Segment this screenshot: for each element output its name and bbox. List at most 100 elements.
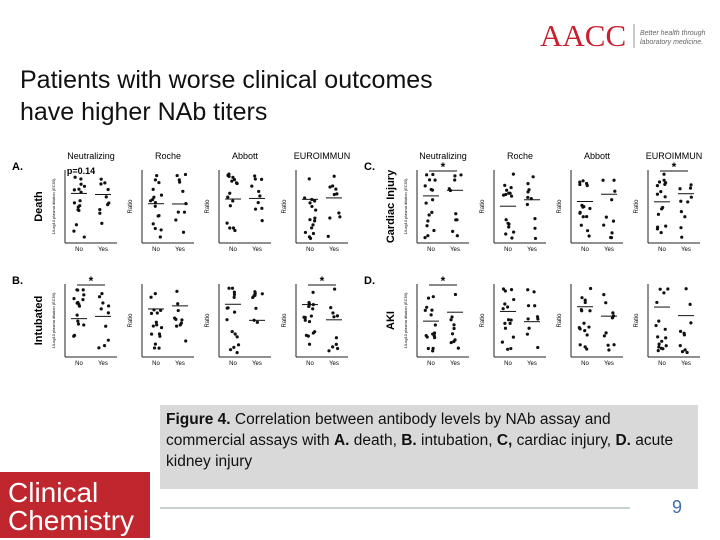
dot	[602, 293, 606, 297]
dot	[449, 340, 453, 345]
dot	[338, 215, 342, 219]
dot	[310, 226, 314, 230]
dot	[426, 234, 430, 238]
dot	[149, 332, 154, 336]
dot	[182, 210, 187, 214]
dot	[327, 349, 331, 353]
dot	[104, 324, 108, 328]
dot	[157, 214, 161, 218]
dot	[606, 343, 610, 347]
dot	[225, 306, 229, 310]
dot	[151, 222, 155, 226]
footer-logo-box	[0, 472, 150, 538]
dot	[507, 191, 511, 195]
dot	[459, 173, 463, 177]
dot	[76, 322, 81, 326]
dot	[259, 177, 264, 181]
dot	[227, 286, 231, 290]
dot	[253, 174, 257, 178]
dot	[430, 308, 434, 312]
dot	[505, 188, 509, 192]
dot	[426, 219, 430, 223]
group-label: Yes	[329, 361, 339, 367]
dot	[602, 334, 606, 338]
dot	[509, 287, 514, 292]
dot	[533, 226, 537, 230]
dot	[503, 289, 507, 293]
dot	[331, 184, 335, 188]
dot	[232, 345, 236, 349]
dot	[334, 342, 338, 346]
dot	[228, 348, 233, 352]
dot	[656, 335, 660, 339]
annotation: *	[441, 274, 446, 288]
dot	[659, 230, 663, 235]
panel-label: B.	[12, 275, 23, 287]
group-label: No	[306, 247, 314, 253]
group-label: Yes	[98, 361, 108, 367]
dot	[678, 329, 683, 333]
dot	[232, 290, 236, 294]
dot	[154, 320, 158, 324]
dot	[453, 174, 457, 178]
dot	[175, 289, 179, 293]
y-axis-label: Ratio	[557, 313, 563, 328]
dot	[332, 174, 336, 178]
group-label: Yes	[175, 247, 185, 253]
group-label: No	[152, 247, 160, 253]
group-label: Yes	[604, 361, 614, 367]
outcome-label: Cardiac Injury	[385, 169, 397, 243]
dot	[536, 317, 540, 321]
dot	[72, 297, 76, 301]
dot	[527, 326, 531, 330]
y-axis-label: Ratio	[128, 199, 134, 214]
dot	[253, 207, 258, 211]
dot	[433, 178, 437, 182]
dot	[506, 305, 510, 309]
dot	[456, 346, 460, 350]
dot	[178, 180, 182, 184]
dot	[152, 195, 156, 199]
dot	[512, 230, 516, 234]
dot	[255, 320, 259, 324]
dot	[604, 331, 608, 335]
group-label: No	[75, 247, 83, 253]
dot	[612, 178, 616, 182]
dot	[100, 291, 104, 296]
dot	[433, 323, 437, 327]
dot	[507, 222, 511, 226]
y-axis-label: 1/Log10 plasma dilution (EC50)	[51, 178, 56, 235]
dot	[75, 313, 79, 317]
y-axis-label: Ratio	[557, 199, 563, 214]
dot	[500, 340, 505, 344]
dot	[425, 335, 429, 339]
panel-label: A.	[12, 161, 23, 173]
caption-segment: cardiac injury,	[512, 432, 616, 449]
dot	[304, 333, 309, 337]
dot	[231, 226, 236, 230]
dot	[72, 229, 76, 233]
assay-header: Neutralizing	[67, 151, 115, 161]
group-label: No	[427, 247, 435, 253]
dot	[585, 229, 590, 233]
page-number: 9	[672, 497, 682, 517]
dot	[153, 204, 157, 208]
assay-header: Abbott	[584, 151, 611, 161]
dot	[97, 346, 101, 350]
group-label: No	[152, 361, 160, 367]
dot	[512, 297, 516, 302]
dot	[533, 236, 538, 241]
dot	[509, 194, 514, 198]
dot	[610, 316, 615, 320]
dot	[153, 178, 158, 182]
caption-segment: A.	[333, 432, 350, 449]
dot	[98, 211, 102, 215]
caption-segment: C,	[496, 432, 513, 449]
dot	[504, 218, 508, 222]
dot	[308, 236, 313, 240]
dot	[337, 211, 341, 215]
dot	[78, 204, 82, 208]
dot	[689, 183, 693, 187]
dot	[511, 172, 515, 176]
dot	[79, 182, 83, 186]
